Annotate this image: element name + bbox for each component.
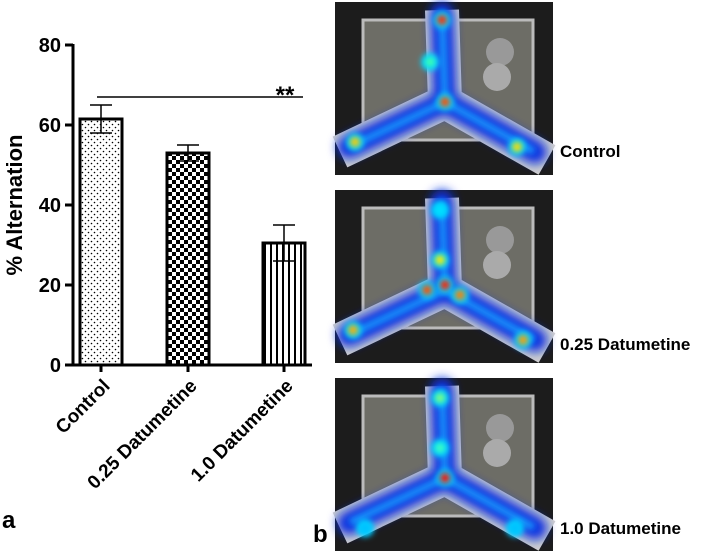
panel-label: b: [313, 521, 328, 548]
heatmap-label: 1.0 Datumetine: [560, 519, 681, 538]
y-tick-label: 80: [39, 35, 61, 57]
heat-spot: [510, 523, 520, 533]
y-tick-label: 20: [39, 275, 61, 297]
panel-label: a: [2, 507, 16, 534]
heat-spot: [512, 142, 522, 152]
heat-spot: [435, 205, 445, 215]
cylinder: [483, 63, 511, 91]
heat-spot: [440, 97, 450, 107]
cylinder: [486, 414, 514, 442]
heat-spot: [350, 137, 360, 147]
heat-spot: [440, 280, 450, 290]
heatmap-panel: [332, 378, 556, 551]
heat-spot: [435, 255, 445, 265]
cylinder: [486, 38, 514, 66]
heatmap-label: 0.25 Datumetine: [560, 335, 690, 354]
y-tick-label: 40: [39, 195, 61, 217]
x-tick-label: 1.0 Datumetine: [187, 376, 297, 486]
heat-spot: [435, 393, 445, 403]
bar: [78, 117, 124, 367]
x-tick-label: Control: [52, 376, 115, 439]
heat-spot: [435, 443, 445, 453]
heat-spot: [422, 285, 432, 295]
heat-spot: [348, 325, 358, 335]
significance-label: **: [276, 82, 295, 109]
y-tick-label: 60: [39, 115, 61, 137]
heat-spot: [518, 335, 528, 345]
bar: [165, 151, 211, 367]
heat-spot: [425, 57, 435, 67]
cylinder: [486, 226, 514, 254]
heatmap-panel: [332, 2, 556, 175]
heat-spot: [360, 523, 370, 533]
cylinder: [483, 251, 511, 279]
heat-spot: [440, 473, 450, 483]
cylinder: [483, 439, 511, 467]
y-tick-label: 0: [50, 355, 61, 377]
heat-spot: [455, 290, 465, 300]
heatmap-panel: [332, 190, 556, 363]
heat-spot: [437, 15, 447, 25]
heatmap-panels: Control 0.25 Datumetine 1.0 Datumetine: [332, 2, 690, 551]
y-axis-label: % Alternation: [2, 135, 27, 276]
heatmap-label: Control: [560, 142, 620, 161]
